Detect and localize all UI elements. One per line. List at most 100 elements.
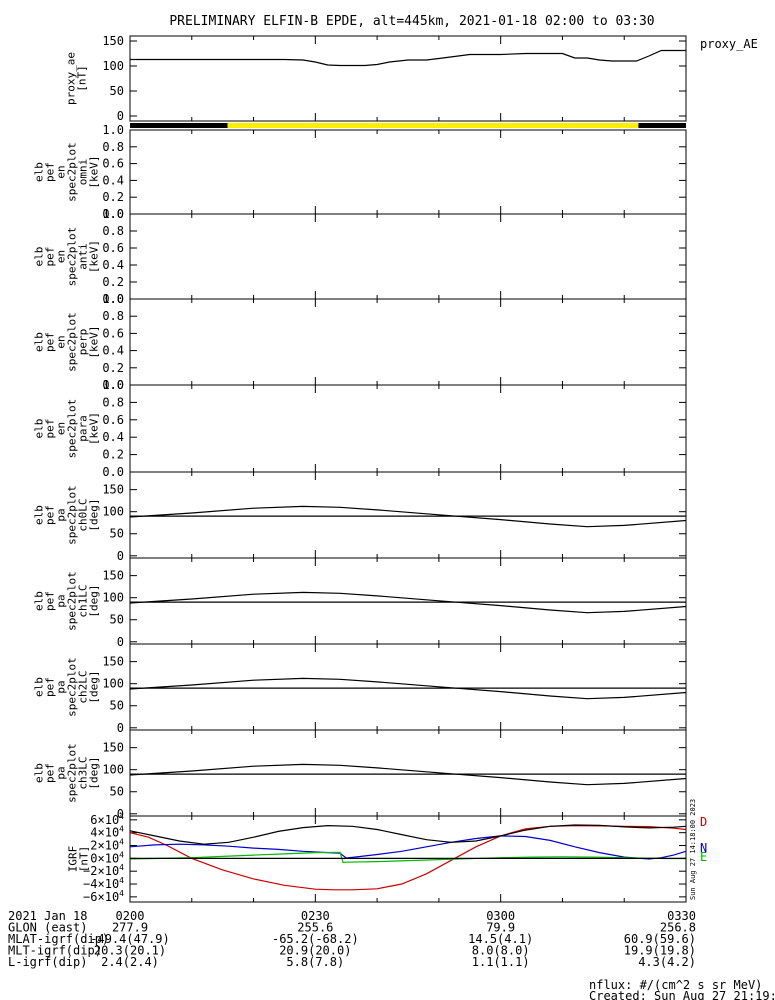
ephem-value: 19.9(19.8)	[624, 944, 696, 958]
y-axis-label-line: [keV]	[88, 325, 101, 358]
y-axis-label-line: elb	[33, 332, 46, 352]
ephem-value: 0200	[116, 909, 145, 923]
y-tick-label: 0.4	[102, 430, 124, 444]
y-axis-label-line: pef	[44, 162, 57, 182]
y-axis-label-line: elb	[33, 162, 46, 182]
y-axis-label-line: [keV]	[88, 412, 101, 445]
panel-frame	[129, 298, 687, 386]
y-tick-label: 0.8	[102, 309, 124, 323]
y-tick-label: 150	[102, 483, 124, 497]
sunbar-segment-shadow	[638, 123, 686, 128]
y-tick-label: −4×104	[83, 876, 124, 891]
y-axis-label-line: proxy_ae	[65, 52, 78, 105]
y-tick-label: 100	[102, 677, 124, 691]
ephem-value: 14.5(4.1)	[468, 932, 533, 946]
y-axis-label-line: pef	[44, 591, 57, 611]
y-axis-label-line: pef	[44, 677, 57, 697]
y-axis-label-line: en	[55, 165, 68, 178]
panel-frame	[129, 213, 687, 300]
y-axis-label-line: [deg]	[88, 756, 101, 789]
ephem-value: 79.9	[486, 921, 515, 935]
y-tick-label: 50	[110, 84, 124, 98]
panel-frame	[129, 643, 687, 731]
y-tick-label: 0.2	[102, 275, 124, 289]
y-axis-label-line: pef	[44, 332, 57, 352]
y-axis-label-line: pa	[55, 508, 68, 521]
y-axis-label-line: elb	[33, 505, 46, 525]
series-line-trace-1	[129, 763, 687, 786]
ephem-value: 277.9	[112, 921, 148, 935]
y-axis-label-line: ch2LC	[77, 670, 90, 703]
y-axis-label-line: pef	[44, 419, 57, 439]
y-tick-label: 150	[102, 655, 124, 669]
y-axis-label-line: spec2plot	[66, 142, 79, 202]
y-tick-label: 4×104	[90, 825, 124, 840]
y-tick-label: 50	[110, 785, 124, 799]
y-tick-label: 0.8	[102, 395, 124, 409]
y-tick-label: 6×104	[90, 812, 124, 827]
panel-elb_pef_en_spec2plot_perp: 1.0 0.8 0.6 0.4 0.2 0.0 elbpefenspec2plotperp[…	[33, 292, 687, 392]
y-tick-label: 1.0	[102, 123, 124, 137]
panel-frame	[129, 129, 687, 215]
y-axis-label-line: elb	[33, 247, 46, 267]
ephem-value: 0230	[301, 909, 330, 923]
y-axis-label-line: spec2plot	[66, 657, 79, 717]
y-tick-label: 0.0	[102, 378, 124, 392]
series-line-trace-3	[129, 824, 687, 845]
panel-proxy_ae: 150 100 50 0 proxy_ae[nT] proxy_AE	[65, 34, 758, 123]
y-axis-label-line: spec2plot	[66, 227, 79, 287]
panel-elb_pef_en_spec2plot_anti: 1.0 0.8 0.6 0.4 0.2 0.0 elbpefenspec2plotanti[…	[33, 207, 687, 306]
y-tick-label: 150	[102, 569, 124, 583]
panel-frame	[129, 471, 687, 559]
ephem-value: 4.3(4.2)	[638, 955, 696, 969]
legend-E: E	[700, 850, 707, 864]
y-axis-label-line: spec2plot	[66, 571, 79, 631]
panel-frame	[129, 384, 687, 473]
series-line-trace-1	[129, 505, 687, 528]
y-axis-label-line: spec2plot	[66, 743, 79, 803]
panels: 150100500proxy_ae[nT]proxy_AE1.00.80.60.…	[33, 34, 758, 904]
ephem-row-label: L-igrf(dip)	[8, 955, 87, 969]
ephem-row-label: 2021 Jan 18	[8, 909, 87, 923]
y-tick-label: −6×104	[83, 889, 124, 904]
ephem-value: 5.8(7.8)	[286, 955, 344, 969]
y-axis-label-line: pa	[55, 680, 68, 693]
y-tick-label: 50	[110, 699, 124, 713]
y-axis-label-line: spec2plot	[66, 485, 79, 545]
y-tick-label: 0.4	[102, 344, 124, 358]
legend-proxy-ae: proxy_AE	[700, 37, 758, 51]
created-timestamp: Created: Sun Aug 27 21:19:00 2023	[589, 989, 775, 1000]
y-axis-label-line: pef	[44, 763, 57, 783]
ephem-value: 8.0(8.0)	[472, 944, 530, 958]
y-axis-label-line: perp	[77, 329, 90, 356]
panel-elb_pef_en_spec2plot_omni: 1.0 0.8 0.6 0.4 0.2 0.0 elbpefenspec2plotomni[…	[33, 123, 687, 221]
y-axis-label-line: en	[55, 335, 68, 348]
sunbar-segment-shadow	[130, 123, 228, 128]
series-line-N	[129, 835, 687, 860]
y-tick-label: 0.6	[102, 241, 124, 255]
panel-elb_pef_en_spec2plot_para: 1.0 0.8 0.6 0.4 0.2 0.0 elbpefenspec2plotpara[…	[33, 378, 687, 479]
y-tick-label: 0.0	[102, 292, 124, 306]
ephemeris-table: 2021 Jan 18 0200 0230 0300 0330 GLON (east) 27…	[8, 909, 696, 969]
y-axis-label-line: [deg]	[88, 498, 101, 531]
y-axis-label-line: [deg]	[88, 670, 101, 703]
ephem-value: 255.6	[297, 921, 333, 935]
y-tick-label: 0.8	[102, 140, 124, 154]
y-axis-label-line: en	[55, 250, 68, 263]
y-axis-label-line: pef	[44, 247, 57, 267]
sunlight-bar	[130, 123, 686, 128]
sunbar-segment-sunlight	[227, 123, 639, 128]
y-tick-label: −2×104	[83, 863, 124, 878]
ephem-value: 0330	[667, 909, 696, 923]
series-line-trace-1	[129, 591, 687, 614]
ephem-value: 256.8	[660, 921, 696, 935]
ephem-value: 0300	[486, 909, 515, 923]
y-axis-label-line: spec2plot	[66, 312, 79, 372]
y-axis-label-line: elb	[33, 763, 46, 783]
y-tick-label: 0.6	[102, 157, 124, 171]
panel-frame	[129, 35, 687, 122]
y-axis-label-line: [deg]	[88, 584, 101, 617]
ephem-value: 2.4(2.4)	[101, 955, 159, 969]
